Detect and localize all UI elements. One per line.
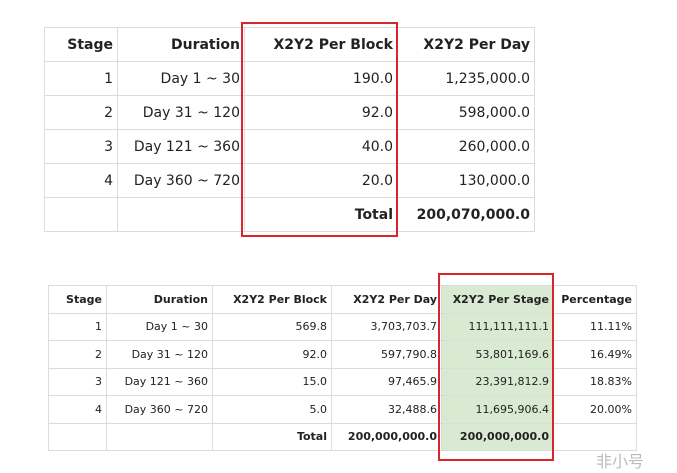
header-cell: Duration xyxy=(117,27,245,62)
cell: 130,000.0 xyxy=(397,163,535,198)
total-value: 200,000,000.0 xyxy=(441,422,554,451)
cell: 32,488.6 xyxy=(331,395,442,424)
total-value: 200,070,000.0 xyxy=(397,197,535,232)
cell: 97,465.9 xyxy=(331,367,442,396)
cell: Day 31 ~ 120 xyxy=(117,95,245,130)
cell: 18.83% xyxy=(553,367,637,396)
cell: 5.0 xyxy=(212,395,332,424)
table-1: Stage Duration X2Y2 Per Block X2Y2 Per Day 1… xyxy=(44,27,535,232)
cell: 1,235,000.0 xyxy=(397,61,535,96)
cell: Day 1 ~ 30 xyxy=(117,61,245,96)
cell: 20.00% xyxy=(553,395,637,424)
header-cell: X2Y2 Per Block xyxy=(212,285,332,314)
empty-cell xyxy=(44,197,118,232)
row: 2 Day 31 ~ 120 92.0 598,000.0 xyxy=(44,95,535,130)
total-row: Total 200,000,000.0 200,000,000.0 xyxy=(48,422,637,451)
header-cell: Stage xyxy=(48,285,107,314)
watermark: 非小号 xyxy=(596,452,645,471)
cell: 2 xyxy=(44,95,118,130)
cell: 1 xyxy=(44,61,118,96)
cell: 190.0 xyxy=(244,61,398,96)
cell: 3 xyxy=(44,129,118,164)
cell: Day 31 ~ 120 xyxy=(106,340,213,369)
cell: 111,111,111.1 xyxy=(441,312,554,341)
cell: 4 xyxy=(48,395,107,424)
cell: Day 1 ~ 30 xyxy=(106,312,213,341)
row: 2 Day 31 ~ 120 92.0 597,790.8 53,801,169.6 16… xyxy=(48,340,637,369)
cell: 11.11% xyxy=(553,312,637,341)
cell: 1 xyxy=(48,312,107,341)
highlight-box xyxy=(438,273,554,461)
cell: 92.0 xyxy=(244,95,398,130)
total-label: Total xyxy=(244,197,398,232)
cell: 53,801,169.6 xyxy=(441,340,554,369)
cell: 3 xyxy=(48,367,107,396)
table-2: Stage Duration X2Y2 Per Block X2Y2 Per Day X… xyxy=(48,285,637,451)
header-cell: Percentage xyxy=(553,285,637,314)
empty-cell xyxy=(48,422,107,451)
cell: 597,790.8 xyxy=(331,340,442,369)
cell: Day 360 ~ 720 xyxy=(117,163,245,198)
cell: 15.0 xyxy=(212,367,332,396)
cell: 11,695,906.4 xyxy=(441,395,554,424)
empty-cell xyxy=(117,197,245,232)
cell: 3,703,703.7 xyxy=(331,312,442,341)
header-cell: Stage xyxy=(44,27,118,62)
empty-cell xyxy=(106,422,213,451)
cell: 2 xyxy=(48,340,107,369)
cell: 16.49% xyxy=(553,340,637,369)
row: 1 Day 1 ~ 30 190.0 1,235,000.0 xyxy=(44,61,535,96)
total-label: Total xyxy=(212,422,332,451)
total-value: 200,000,000.0 xyxy=(331,422,442,451)
header-cell: Duration xyxy=(106,285,213,314)
cell: 23,391,812.9 xyxy=(441,367,554,396)
row: 3 Day 121 ~ 360 40.0 260,000.0 xyxy=(44,129,535,164)
cell: Day 121 ~ 360 xyxy=(106,367,213,396)
header-cell: X2Y2 Per Day xyxy=(331,285,442,314)
empty-cell xyxy=(553,422,637,451)
cell: Day 360 ~ 720 xyxy=(106,395,213,424)
cell: 569.8 xyxy=(212,312,332,341)
header-cell: X2Y2 Per Day xyxy=(397,27,535,62)
total-row: Total 200,070,000.0 xyxy=(44,197,535,232)
cell: 260,000.0 xyxy=(397,129,535,164)
cell: 4 xyxy=(44,163,118,198)
row: 1 Day 1 ~ 30 569.8 3,703,703.7 111,111,111.1… xyxy=(48,312,637,341)
highlight-box xyxy=(241,22,398,237)
cell: 92.0 xyxy=(212,340,332,369)
cell: 40.0 xyxy=(244,129,398,164)
row: 3 Day 121 ~ 360 15.0 97,465.9 23,391,812.9 18… xyxy=(48,367,637,396)
cell: 598,000.0 xyxy=(397,95,535,130)
cell: Day 121 ~ 360 xyxy=(117,129,245,164)
